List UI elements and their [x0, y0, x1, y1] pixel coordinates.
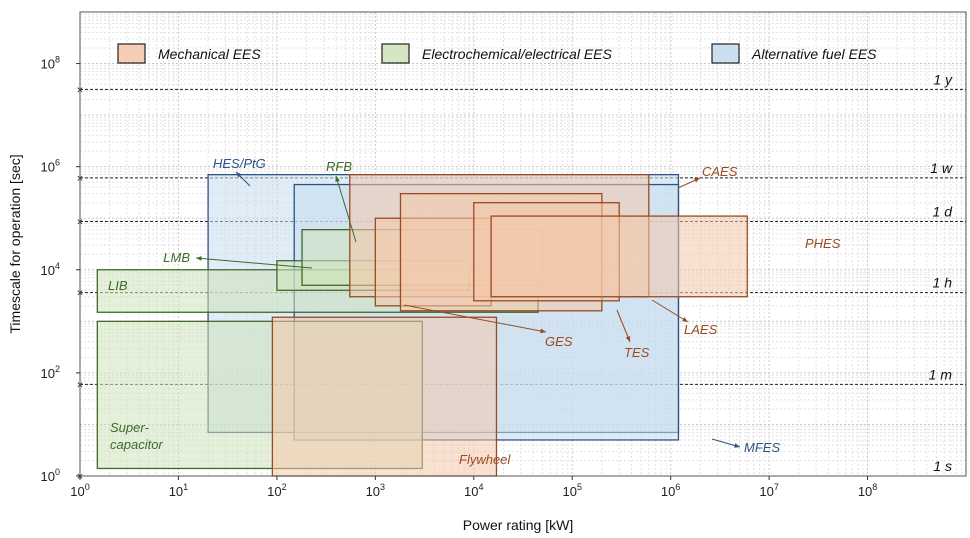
box-label: HES/PtG [213, 156, 266, 171]
range-boxes [96, 174, 748, 477]
box-label: CAES [702, 164, 738, 179]
box-label: GES [545, 334, 573, 349]
box-label: Super- [110, 420, 149, 435]
range-box [490, 215, 748, 298]
box-label: LAES [684, 322, 718, 337]
box-label: LIB [108, 278, 128, 293]
box-label: Flywheel [459, 452, 511, 467]
reference-line-label: 1 m [929, 366, 953, 382]
box-label: LMB [163, 250, 190, 265]
leader-arrowhead [236, 172, 242, 178]
leader-arrowhead [540, 328, 546, 334]
leader-arrowhead [335, 176, 340, 182]
box-label: RFB [326, 159, 352, 174]
leader-arrowhead [625, 336, 631, 342]
reference-line-label: 1 s [933, 458, 952, 474]
box-label: TES [624, 345, 650, 360]
legend-swatch [381, 43, 410, 64]
leader-line [651, 299, 689, 323]
leader-lines [195, 171, 741, 448]
x-axis-title: Power rating [kW] [463, 517, 573, 533]
leader-arrowhead [734, 443, 740, 448]
leader-arrowhead [694, 178, 700, 183]
legend-label: Alternative fuel EES [751, 46, 877, 62]
box-label: capacitor [110, 437, 163, 452]
range-box [271, 316, 498, 477]
box-labels: HES/PtG MFES Super-capacitor Flywheel LIB LMB… [108, 156, 841, 467]
legend-swatch [711, 43, 740, 64]
leader-line [195, 257, 313, 269]
box-label: MFES [744, 440, 780, 455]
leader-line [335, 175, 357, 243]
legend-label: Mechanical EES [158, 46, 261, 62]
legend: Mechanical EES Electrochemical/electrical… [117, 43, 877, 64]
leader-arrowhead [682, 317, 688, 322]
box-label: PHES [805, 236, 841, 251]
reference-line-label: 1 y [933, 71, 953, 87]
y-axis-title: Timescale for operation [sec] [7, 154, 23, 333]
leader-arrowhead [196, 256, 202, 261]
reference-line-label: 1 w [930, 160, 953, 176]
reference-line-label: 1 d [933, 203, 954, 219]
leader-line [403, 304, 547, 333]
leader-line [616, 309, 631, 343]
legend-label: Electrochemical/electrical EES [422, 46, 613, 62]
reference-line-label: 1 h [933, 275, 953, 291]
plot-frame [79, 11, 967, 477]
legend-swatch [117, 43, 146, 64]
